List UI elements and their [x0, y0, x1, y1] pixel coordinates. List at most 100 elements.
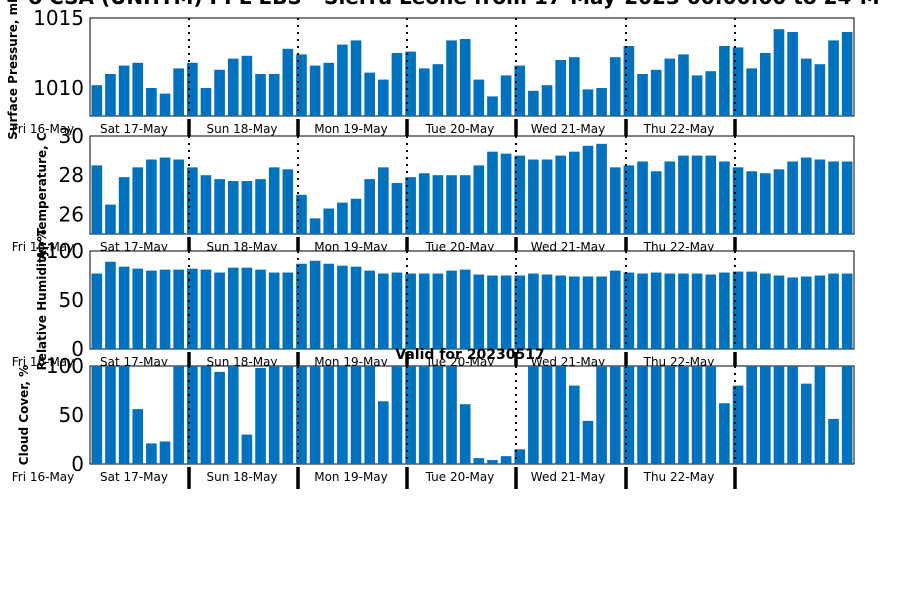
bar-relative-humidity-5 [159, 269, 171, 349]
bar-air-temperature-49 [760, 173, 771, 234]
day-separators-relative-humidity [187, 251, 737, 374]
bar-cloud-cover-5 [159, 441, 171, 464]
bar-surface-pressure-10 [227, 58, 239, 116]
x-tick-label-cloud-cover-6: Thu 22-May [643, 470, 715, 484]
bar-relative-humidity-47 [732, 271, 744, 349]
bar-surface-pressure-32 [528, 90, 539, 116]
bar-air-temperature-17 [323, 208, 335, 234]
bar-cloud-cover-54 [828, 418, 839, 464]
bar-air-temperature-40 [637, 161, 648, 234]
bar-air-temperature-3 [132, 167, 144, 234]
bar-cloud-cover-44 [691, 366, 703, 464]
bar-surface-pressure-5 [159, 93, 171, 116]
x-ticks-surface-pressure: Fri 16-May Sat 17-May Sun 18-May Mon 19-May… [12, 122, 715, 136]
bar-surface-pressure-43 [678, 54, 689, 116]
bar-relative-humidity-33 [541, 274, 553, 349]
bar-air-temperature-42 [664, 161, 676, 234]
bar-cloud-cover-30 [500, 456, 512, 464]
bar-surface-pressure-48 [746, 68, 757, 116]
bar-relative-humidity-20 [364, 270, 375, 349]
y-ticks-surface-pressure: 1010 1015 [33, 6, 84, 100]
bar-relative-humidity-48 [746, 271, 757, 349]
y-axis-label-surface-pressure: Surface Pressure, mb [6, 0, 20, 140]
x-tick-label-surface-pressure-0: Fri 16-May [12, 122, 75, 136]
bar-relative-humidity-14 [282, 272, 294, 349]
bar-cloud-cover-55 [841, 366, 853, 464]
bar-air-temperature-47 [732, 167, 744, 234]
bar-cloud-cover-11 [241, 434, 253, 464]
y-tick-label-relative-humidity-1: 50 [59, 288, 84, 312]
bar-cloud-cover-22 [391, 366, 403, 464]
bar-air-temperature-43 [678, 155, 689, 234]
bar-air-temperature-18 [337, 202, 348, 234]
bar-air-temperature-27 [459, 175, 471, 234]
bar-surface-pressure-25 [432, 64, 444, 116]
bar-cloud-cover-36 [582, 420, 594, 464]
bar-surface-pressure-3 [132, 62, 144, 116]
bar-cloud-cover-46 [719, 403, 730, 464]
bar-relative-humidity-27 [459, 269, 471, 349]
bar-air-temperature-24 [418, 173, 430, 234]
bar-cloud-cover-16 [309, 366, 321, 464]
bar-surface-pressure-30 [500, 75, 512, 116]
bar-relative-humidity-21 [378, 273, 389, 349]
bar-cloud-cover-7 [187, 366, 198, 464]
day-separators-surface-pressure [187, 18, 737, 141]
bar-air-temperature-35 [569, 151, 580, 234]
bar-relative-humidity-35 [569, 276, 580, 349]
bar-relative-humidity-55 [841, 273, 853, 349]
bar-surface-pressure-29 [487, 96, 498, 116]
bar-air-temperature-21 [378, 167, 389, 234]
bar-surface-pressure-26 [446, 40, 457, 116]
x-tick-label-cloud-cover-4: Tue 20-May [425, 470, 495, 484]
bar-relative-humidity-32 [528, 273, 539, 349]
bar-cloud-cover-21 [378, 401, 389, 464]
bar-air-temperature-26 [446, 175, 457, 234]
bar-surface-pressure-18 [337, 44, 348, 116]
y-tick-label-cloud-cover-1: 50 [59, 403, 84, 427]
bar-surface-pressure-55 [841, 32, 853, 116]
bar-air-temperature-33 [541, 159, 553, 234]
bar-relative-humidity-42 [664, 273, 676, 349]
x-tick-label-cloud-cover-3: Mon 19-May [314, 470, 388, 484]
bar-cloud-cover-41 [650, 366, 662, 464]
bar-surface-pressure-1 [105, 74, 116, 116]
bar-relative-humidity-51 [787, 277, 798, 349]
bar-air-temperature-53 [814, 159, 826, 234]
panel-cloud-cover: 0 50 100 Fri 16-May Sat 17-May Sun 18-May Mon… [12, 354, 855, 489]
y-axis-label-relative-humidity: Relative Humidity, % [35, 230, 49, 371]
bar-surface-pressure-44 [691, 75, 703, 116]
bar-surface-pressure-7 [187, 62, 198, 116]
bar-cloud-cover-8 [200, 366, 212, 464]
bar-surface-pressure-54 [828, 40, 839, 116]
bar-cloud-cover-31 [514, 449, 526, 464]
bar-air-temperature-13 [268, 167, 280, 234]
bar-relative-humidity-15 [296, 263, 307, 349]
x-tick-label-cloud-cover-1: Sat 17-May [100, 470, 168, 484]
bar-cloud-cover-52 [800, 383, 812, 464]
y-axis-label-air-temperature: Air Temperature, C [35, 132, 49, 260]
bar-air-temperature-48 [746, 171, 757, 234]
bar-relative-humidity-4 [146, 270, 157, 349]
bar-air-temperature-14 [282, 169, 294, 234]
bar-cloud-cover-17 [323, 366, 335, 464]
bar-air-temperature-4 [146, 159, 157, 234]
bar-relative-humidity-29 [487, 275, 498, 349]
bar-relative-humidity-19 [350, 266, 362, 349]
bars-cloud-cover [91, 366, 853, 464]
bar-relative-humidity-25 [432, 273, 444, 349]
bar-cloud-cover-29 [487, 460, 498, 464]
bar-air-temperature-16 [309, 218, 321, 234]
bar-cloud-cover-13 [268, 366, 280, 464]
bar-relative-humidity-49 [760, 273, 771, 349]
bar-surface-pressure-28 [473, 79, 485, 116]
bar-relative-humidity-52 [800, 276, 812, 349]
bar-air-temperature-9 [214, 179, 225, 234]
x-tick-label-surface-pressure-4: Tue 20-May [425, 122, 495, 136]
bars-relative-humidity [91, 260, 853, 349]
bar-air-temperature-45 [705, 155, 717, 234]
bar-surface-pressure-50 [773, 29, 785, 117]
bar-cloud-cover-23 [405, 366, 416, 464]
